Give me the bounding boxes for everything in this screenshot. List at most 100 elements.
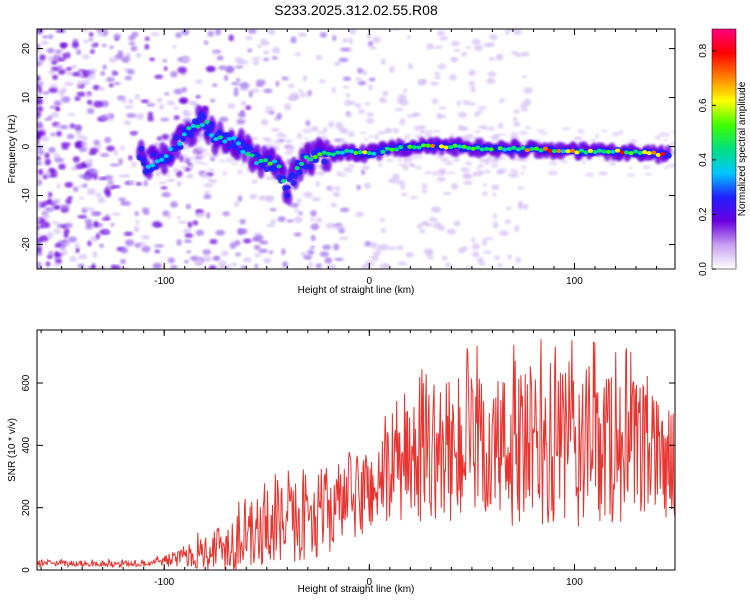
- spectrogram-faint-blob: [348, 167, 353, 174]
- spectrogram-noise-blob: [85, 93, 91, 98]
- spectrogram-noise-blob: [286, 219, 294, 223]
- spectrogram-noise-blob: [399, 118, 406, 126]
- spectrogram-noise-blob: [128, 155, 133, 161]
- spectrogram-noise-blob: [366, 118, 375, 124]
- spectrogram-noise-blob: [69, 256, 77, 263]
- spectrogram-noise-blob: [48, 34, 54, 40]
- spectrogram-noise-blob: [37, 174, 42, 181]
- spectrogram-ridge-peak: [375, 149, 381, 154]
- spectrogram-noise-blob: [173, 115, 180, 120]
- spectrogram-noise-blob: [113, 149, 118, 156]
- spectrogram-faint-blob: [348, 163, 355, 169]
- spectrogram-noise-blob: [328, 120, 335, 128]
- spectrogram-noise-blob: [269, 219, 277, 225]
- spectrogram-noise-blob: [46, 47, 55, 54]
- spectrogram-noise-blob: [158, 181, 167, 185]
- spectrogram-noise-blob: [39, 235, 49, 242]
- spectrogram-ridge-core: [296, 169, 303, 176]
- spectrogram-noise-blob: [166, 212, 172, 219]
- spectrogram-ridge-peak: [529, 146, 535, 151]
- spectrogram-noise-blob: [95, 233, 101, 240]
- spectrogram-noise-blob: [282, 261, 289, 268]
- spectrogram-noise-blob: [37, 75, 41, 82]
- spectrogram-noise-blob: [203, 255, 212, 263]
- spectrogram-ridge-peak: [452, 143, 458, 148]
- spectrogram-ridge-peak: [574, 150, 580, 155]
- spectrogram-noise-blob: [135, 182, 143, 186]
- spectrogram-faint-blob: [662, 139, 668, 142]
- spectrogram-noise-blob: [473, 44, 483, 51]
- spectrogram-faint-blob: [577, 129, 585, 134]
- spectrogram-faint-blob: [498, 168, 508, 173]
- spectrogram-noise-blob: [338, 236, 349, 240]
- spectrogram-noise-blob: [395, 245, 404, 250]
- spectrogram-noise-blob: [206, 65, 216, 72]
- spectrogram-ridge-peak: [655, 152, 661, 157]
- spectrogram-ridge-peak: [299, 161, 305, 166]
- spectrogram-faint-blob: [498, 133, 507, 136]
- spectrogram-noise-blob: [111, 212, 121, 216]
- spectrogram-noise-blob: [255, 79, 266, 86]
- spectrogram-noise-blob: [310, 217, 315, 222]
- spectrogram-noise-blob: [348, 101, 357, 105]
- spectrogram-noise-blob: [181, 55, 191, 63]
- spectrogram-faint-blob: [612, 131, 620, 137]
- spectrogram-noise-blob: [88, 37, 94, 42]
- spectrogram-ridge-peak: [244, 152, 251, 157]
- spectrogram-faint-blob: [382, 130, 392, 134]
- spectrogram-noise-blob: [438, 225, 446, 232]
- spectrogram-noise-blob: [311, 197, 321, 202]
- spectrogram-noise-blob: [78, 146, 88, 153]
- spectrogram-noise-blob: [123, 120, 132, 126]
- spectrogram-ridge-core: [321, 158, 328, 165]
- spectrogram-noise-blob: [512, 116, 518, 123]
- spectrogram-noise-blob: [242, 257, 252, 263]
- spectrogram-noise-blob: [41, 213, 50, 220]
- spectrogram-noise-blob: [298, 89, 304, 93]
- spectrogram-ridge-peak: [141, 162, 147, 167]
- spectrogram-noise-blob: [520, 102, 528, 109]
- spectrogram-ridge-peak: [380, 149, 386, 154]
- spectrogram-noise-blob: [364, 241, 372, 247]
- spectrogram-ridge-peak: [335, 150, 341, 155]
- spectrogram-faint-blob: [446, 171, 457, 175]
- spectrogram-noise-blob: [210, 98, 216, 103]
- spectrogram-noise-blob: [37, 156, 42, 161]
- spectrogram-noise-blob: [361, 169, 366, 176]
- spectrogram-noise-blob: [103, 175, 114, 181]
- spectrogram-noise-blob: [397, 261, 408, 266]
- spectrogram-noise-blob: [327, 185, 334, 192]
- spectrogram-noise-blob: [235, 78, 241, 82]
- spectrogram-noise-blob: [67, 113, 76, 117]
- spectrogram-noise-blob: [265, 195, 274, 203]
- spectrogram-noise-blob: [505, 30, 510, 35]
- spectrogram-noise-blob: [283, 103, 292, 111]
- spectrogram-noise-blob: [48, 87, 58, 94]
- spectrogram-noise-blob: [82, 54, 90, 60]
- spectrogram-noise-blob: [66, 133, 75, 140]
- spectrogram-faint-blob: [416, 154, 424, 159]
- spectrogram-noise-blob: [144, 43, 150, 50]
- spectrogram-noise-blob: [37, 49, 42, 54]
- spectrogram-noise-blob: [492, 192, 497, 197]
- spectrogram-noise-blob: [449, 74, 457, 81]
- spectrogram-noise-blob: [50, 66, 61, 71]
- spectrogram-noise-blob: [80, 141, 88, 148]
- spectrogram-noise-blob: [98, 31, 105, 37]
- spectrogram-noise-blob: [64, 81, 74, 87]
- spectrogram-noise-blob: [141, 207, 150, 213]
- spectrogram-faint-blob: [386, 158, 394, 162]
- spectrogram-faint-blob: [484, 169, 491, 174]
- spectrogram-noise-blob: [89, 49, 95, 54]
- spectrogram-noise-blob: [234, 240, 241, 247]
- spectrogram-ridge-peak: [524, 148, 530, 153]
- spectrogram-noise-blob: [37, 98, 44, 105]
- spectrogram-noise-blob: [293, 232, 302, 237]
- spectrogram-ridge-peak: [533, 146, 539, 151]
- spectrogram-y-tick-label: -20: [21, 237, 32, 252]
- spectrogram-faint-blob: [200, 162, 209, 166]
- spectrogram-noise-blob: [268, 250, 273, 255]
- spectrogram-noise-blob: [348, 29, 357, 35]
- spectrogram-noise-blob: [59, 243, 67, 250]
- spectrogram-noise-blob: [191, 102, 198, 108]
